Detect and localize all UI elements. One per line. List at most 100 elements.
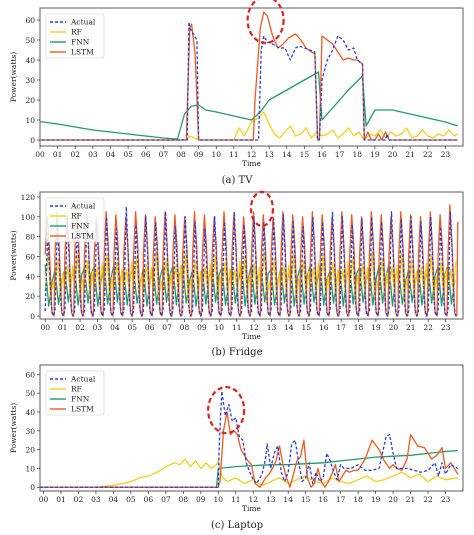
series-line-actual [44,206,458,317]
legend-label-rf: RF [71,212,82,221]
x-tick-label: 21 [405,150,415,159]
caption-fridge: (b) Fridge [211,347,262,358]
x-tick-label: 10 [215,323,225,332]
series-line-rf [40,458,458,488]
x-tick-label: 09 [194,150,204,159]
x-tick-label: 13 [264,150,274,159]
legend-label-actual: Actual [70,202,96,211]
x-tick-label: 20 [388,150,398,159]
x-tick-label: 10 [214,495,224,504]
y-tick-label: 20 [25,292,35,301]
highlight-ellipse [207,386,246,435]
series-line-actual [40,390,459,488]
y-tick-label: 20 [25,96,35,105]
y-tick-label: 120 [21,193,36,202]
x-axis-label: Time [242,504,262,513]
x-tick-label: 23 [441,323,451,332]
legend-label-rf: RF [71,385,82,394]
x-tick-label: 00 [40,323,50,332]
x-tick-label: 04 [109,495,119,504]
x-tick-label: 21 [406,323,416,332]
x-tick-label: 19 [371,495,381,504]
x-tick-label: 13 [266,495,276,504]
x-tick-label: 18 [354,323,364,332]
y-tick-label: 40 [25,272,35,281]
x-tick-label: 06 [144,495,154,504]
y-axis-label: Power(watts) [9,230,18,280]
x-tick-label: 00 [39,495,49,504]
y-tick-label: 0 [30,483,35,492]
series-group [40,390,459,488]
x-tick-label: 11 [229,150,239,159]
legend-label-fnn: FNN [71,38,90,47]
x-tick-label: 03 [93,323,103,332]
x-axis-label: Time [242,159,262,168]
x-tick-label: 03 [91,495,101,504]
x-tick-label: 17 [335,150,345,159]
legend-label-rf: RF [71,28,82,37]
x-tick-label: 13 [267,323,277,332]
x-tick-label: 21 [406,495,416,504]
y-axis-label: Power(watts) [9,403,18,453]
x-tick-label: 04 [110,323,120,332]
x-tick-label: 06 [141,150,151,159]
x-tick-label: 07 [162,323,172,332]
x-tick-label: 16 [319,323,329,332]
series-line-rf [40,111,459,141]
x-tick-label: 12 [247,150,257,159]
x-tick-label: 15 [301,495,311,504]
x-tick-label: 04 [106,150,116,159]
x-tick-label: 19 [371,323,381,332]
panel-tv: 0 10 20 30 40 50 60 00 01 02 03 04 05 06 07 08 09 10 11 12 1… [9,0,464,168]
x-tick-label: 16 [317,150,327,159]
y-axis-label: Power(watts) [9,52,18,102]
x-tick-label: 17 [336,495,346,504]
y-tick-label: 60 [25,16,35,25]
x-tick-label: 02 [75,323,85,332]
y-tick-label: 80 [25,233,35,242]
x-tick-label: 16 [318,495,328,504]
y-tick-label: 100 [21,213,36,222]
caption-tv: (a) TV [222,175,254,186]
x-tick-label: 07 [159,150,169,159]
y-tick-label: 0 [30,312,35,321]
x-tick-label: 11 [231,495,241,504]
x-tick-label: 12 [249,323,259,332]
y-tick-label: 40 [25,408,35,417]
legend-box [45,13,105,59]
x-tick-label: 02 [74,495,84,504]
x-tick-label: 15 [302,323,312,332]
x-tick-label: 22 [423,323,433,332]
x-axis-label: Time [242,332,262,341]
series-line-fnn [40,449,458,488]
x-tick-label: 01 [53,150,63,159]
caption-laptop: (c) Laptop [211,520,263,531]
y-tick-label: 30 [25,76,35,85]
legend-box [45,370,105,416]
y-tick-label: 10 [25,464,35,473]
legend-label-fnn: FNN [71,395,90,404]
x-tick-label: 14 [284,323,294,332]
x-tick-label: 09 [197,323,207,332]
series-line-lstm [40,411,459,488]
series-group [44,204,459,317]
x-tick-label: 20 [388,495,398,504]
series-line-fnn [40,71,458,140]
legend-label-lstm: LSTM [71,405,94,414]
y-tick-label: 40 [25,56,35,65]
x-tick-label: 08 [180,323,190,332]
y-tick-label: 50 [25,389,35,398]
x-tick-label: 22 [423,495,433,504]
legend-label-lstm: LSTM [71,232,94,241]
x-tick-label: 18 [353,495,363,504]
plot-frame [39,364,464,492]
legend-label-fnn: FNN [71,222,90,231]
x-tick-label: 03 [88,150,98,159]
legend-label-actual: Actual [70,375,96,384]
y-tick-label: 20 [25,446,35,455]
x-tick-label: 15 [300,150,310,159]
highlight-ellipse [246,0,285,45]
y-tick-label: 0 [30,136,35,145]
x-tick-label: 22 [423,150,433,159]
